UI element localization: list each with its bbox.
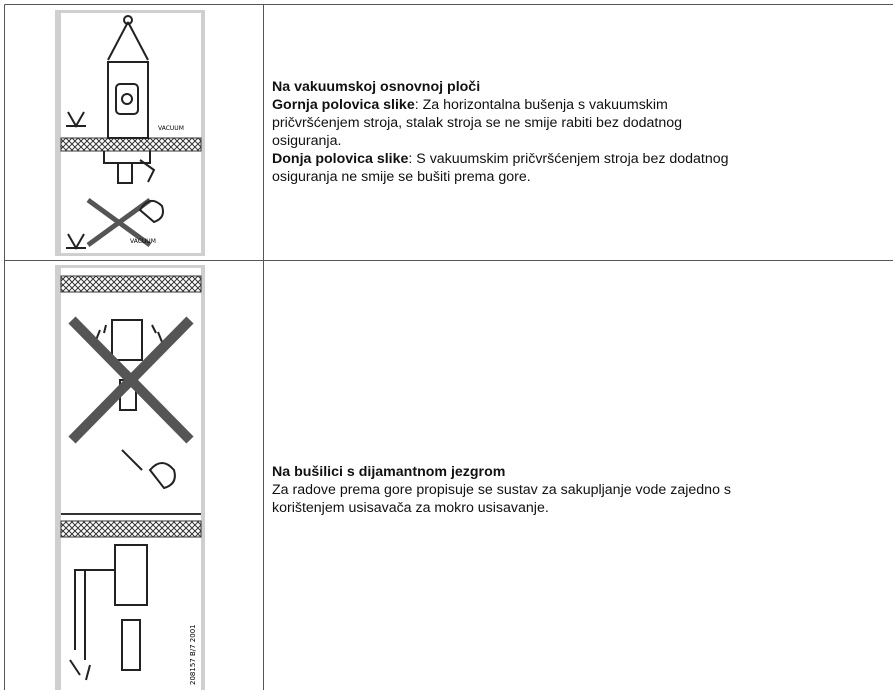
image-label: VACUUM (130, 238, 156, 245)
paragraph: Donja polovica slike: S vakuumskim pričv… (272, 150, 752, 186)
text-cell: Na vakuumskoj osnovnoj ploči Gornja polo… (272, 4, 752, 260)
paragraph-label: Gornja polovica slike (272, 97, 415, 113)
paragraph-text: : Za horizontalna bušenja s vakuumskim p… (272, 97, 683, 149)
paragraph-text: : S vakuumskim pričvršćenjem stroja bez … (272, 151, 729, 185)
paragraph-text: Za radove prema gore propisuje se sustav… (272, 482, 731, 516)
image-label: VACUUM (158, 125, 184, 132)
image-label: 208157 B/7 2001 (189, 624, 197, 685)
illustration-drill: 208157 B/7 2001 (55, 265, 205, 690)
section-title: Na vakuumskoj osnovnoj ploči (272, 79, 481, 95)
paragraph: Za radove prema gore propisuje se sustav… (272, 481, 752, 517)
illustration-vacuum: VACUUM VACUUM (55, 10, 205, 256)
text-cell: Na bušilici s dijamantnom jezgrom Za rad… (272, 290, 752, 690)
paragraph-label: Donja polovica slike (272, 151, 409, 167)
paragraph: Gornja polovica slike: Za horizontalna b… (272, 96, 752, 150)
section-title: Na bušilici s dijamantnom jezgrom (272, 464, 506, 480)
